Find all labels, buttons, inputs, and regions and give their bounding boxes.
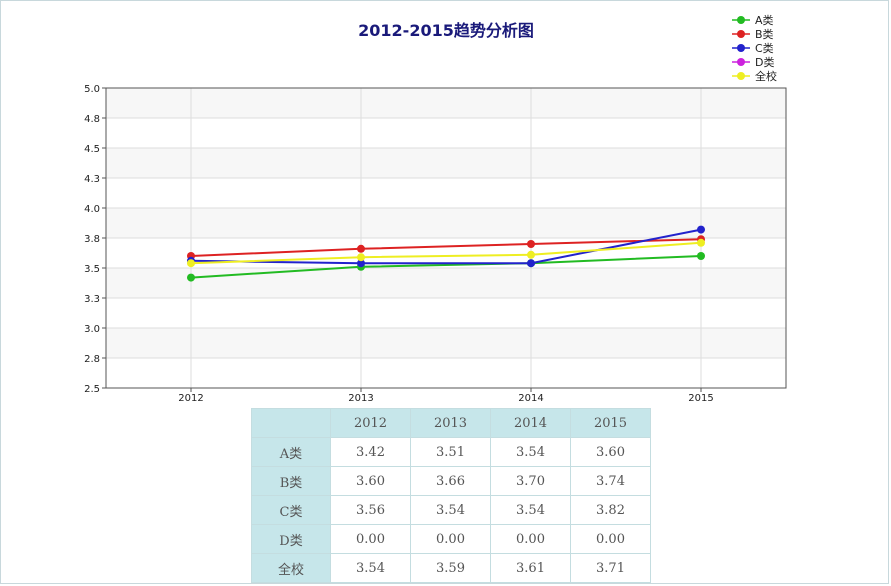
y-tick-label: 4.0 [84, 204, 100, 215]
data-point [527, 259, 535, 268]
plot-band [106, 118, 786, 148]
table-cell: 0.00 [490, 524, 571, 554]
table-cell: 0.00 [410, 524, 491, 554]
legend-label: A类 [755, 13, 774, 27]
table-row-label: C类 [251, 495, 331, 525]
table-cell: 0.00 [330, 524, 411, 554]
table-header-cell: 2013 [410, 408, 491, 438]
series-line [190, 241, 702, 265]
plot-band [106, 268, 786, 298]
y-tick-label: 3.3 [84, 294, 100, 305]
plot-band [106, 358, 786, 388]
plot-band [106, 148, 786, 178]
trend-chart: 2012-2015趋势分析图 2.5 2.8 3.0 3.3 3.5 3.8 4.0 4.3 4… [84, 13, 787, 401]
y-tick-label: 4.8 [84, 114, 100, 125]
table-header-cell [251, 408, 331, 438]
x-tick-label: 2013 [348, 393, 373, 401]
data-point [357, 259, 365, 268]
table-cell: 3.42 [330, 437, 411, 467]
legend-swatch-dot [737, 44, 745, 52]
table-cell: 3.74 [570, 466, 651, 496]
data-point [697, 238, 705, 247]
grid-lines [106, 88, 786, 388]
legend-label: B类 [755, 27, 774, 41]
table-cell: 3.70 [490, 466, 571, 496]
series-line [190, 255, 702, 279]
legend-swatch-dot [737, 72, 745, 80]
table-row: D类 0.00 0.00 0.00 0.00 [251, 524, 651, 554]
table-cell: 3.54 [490, 495, 571, 525]
data-point [187, 259, 195, 268]
y-tick-label: 5.0 [84, 84, 100, 95]
table-cell: 3.51 [410, 437, 491, 467]
data-point [697, 252, 705, 260]
legend-label: D类 [755, 55, 774, 69]
table-cell: 3.66 [410, 466, 491, 496]
chart-title: 2012-2015趋势分析图 [358, 21, 534, 40]
table-row: A类 3.42 3.51 3.54 3.60 [251, 437, 651, 467]
y-tick-label: 4.3 [84, 174, 100, 185]
table-row-label: 全校 [251, 553, 331, 583]
legend-label: C类 [755, 41, 774, 55]
legend-label: 全校 [755, 69, 777, 83]
table-cell: 3.60 [330, 466, 411, 496]
table-header-row: 2012 2013 2014 2015 [251, 408, 651, 438]
data-point [187, 273, 195, 282]
plot-band [106, 328, 786, 358]
table-row-label: B类 [251, 466, 331, 496]
data-point [357, 244, 365, 253]
data-point [697, 225, 705, 234]
data-point [357, 253, 365, 262]
y-tick-label: 2.5 [84, 384, 100, 395]
table-cell: 3.60 [570, 437, 651, 467]
x-tick-label: 2012 [178, 393, 203, 401]
table-cell: 3.54 [490, 437, 571, 467]
y-axis-ticks: 2.5 2.8 3.0 3.3 3.5 3.8 4.0 4.3 4.5 4.8 5.0 [84, 84, 106, 395]
y-tick-label: 2.8 [84, 354, 100, 365]
table-cell: 3.71 [570, 553, 651, 583]
plot-band [106, 208, 786, 238]
data-table: 2012 2013 2014 2015 A类 3.42 3.51 3.54 3.60 B类 3.60… [251, 408, 651, 583]
table-cell: 3.54 [410, 495, 491, 525]
table-row: C类 3.56 3.54 3.54 3.82 [251, 495, 651, 525]
table-row: B类 3.60 3.66 3.70 3.74 [251, 466, 651, 496]
y-tick-label: 3.0 [84, 324, 100, 335]
table-row: 全校 3.54 3.59 3.61 3.71 [251, 553, 651, 583]
plot-band [106, 88, 786, 118]
data-point [527, 250, 535, 259]
legend-swatch-dot [737, 16, 745, 24]
y-tick-label: 4.5 [84, 144, 100, 155]
plot-background [106, 88, 786, 388]
table-cell: 3.61 [490, 553, 571, 583]
y-tick-label: 3.8 [84, 234, 100, 245]
y-tick-label: 3.5 [84, 264, 100, 275]
series-line [190, 238, 702, 257]
table-row-label: A类 [251, 437, 331, 467]
plot-band [106, 178, 786, 208]
table-header-cell: 2015 [570, 408, 651, 438]
x-axis-ticks: 2012 2013 2014 2015 [178, 388, 714, 401]
table-row-label: D类 [251, 524, 331, 554]
table-cell: 0.00 [570, 524, 651, 554]
series-group [187, 225, 705, 282]
legend-swatch-dot [737, 58, 745, 66]
data-point [527, 240, 535, 248]
x-tick-label: 2015 [688, 393, 713, 401]
table-cell: 3.56 [330, 495, 411, 525]
plot-band [106, 298, 786, 328]
table-header-cell: 2012 [330, 408, 411, 438]
legend-swatch-dot [737, 30, 745, 38]
table-cell: 3.59 [410, 553, 491, 583]
series-line [190, 228, 702, 265]
table-cell: 3.54 [330, 553, 411, 583]
table-cell: 3.82 [570, 495, 651, 525]
x-tick-label: 2014 [518, 393, 543, 401]
table-header-cell: 2014 [490, 408, 571, 438]
